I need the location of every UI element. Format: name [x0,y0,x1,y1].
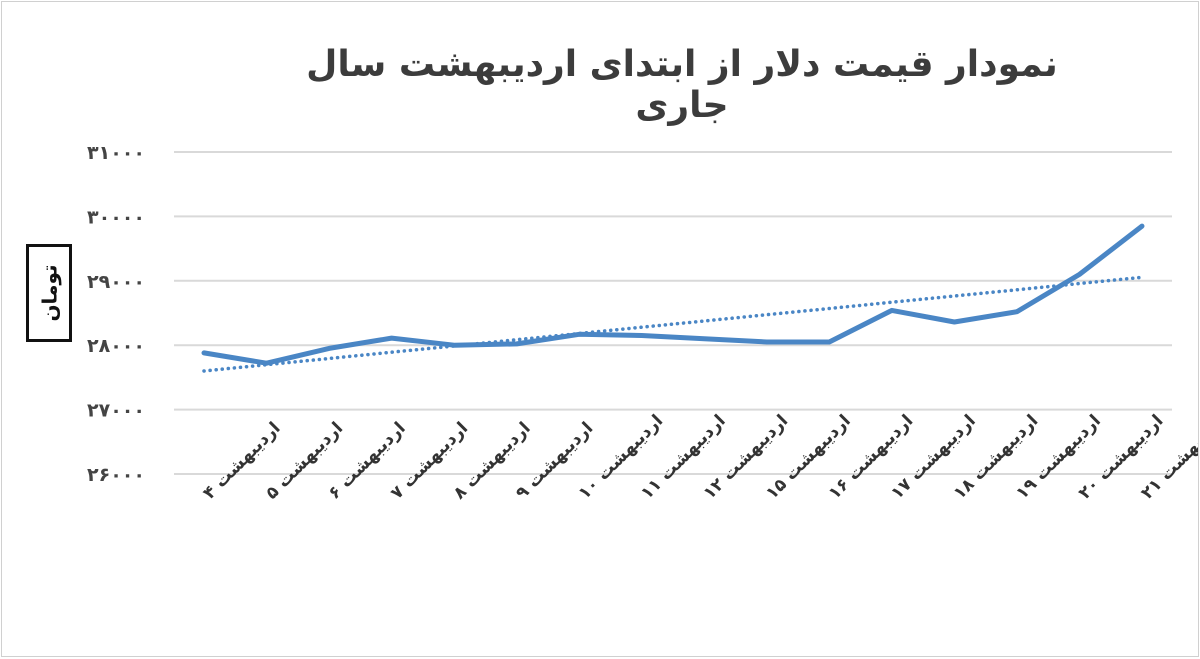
y-tick-label: ۳۰۰۰۰ [87,206,145,228]
trendline-series [202,275,1144,373]
chart-title: نمودار قیمت دلار از ابتدای اردیبهشت سال … [306,44,1058,126]
y-tick-label: ۲۸۰۰۰ [87,335,145,357]
y-tick-label: ۳۱۰۰۰ [87,142,145,164]
series-layer [201,223,1145,373]
y-axis-label-box: تومان [26,244,72,342]
y-tick-label: ۲۶۰۰۰ [87,464,145,486]
y-tick-label: ۲۷۰۰۰ [87,400,145,422]
price-series-line [201,223,1145,366]
y-tick-label: ۲۹۰۰۰ [87,271,145,293]
y-axis-label: تومان [37,264,62,322]
grid-lines [174,151,1172,475]
y-tick-labels: ۲۶۰۰۰ ۲۷۰۰۰ ۲۸۰۰۰ ۲۹۰۰۰ ۳۰۰۰۰ ۳۱۰۰۰ [87,142,145,486]
